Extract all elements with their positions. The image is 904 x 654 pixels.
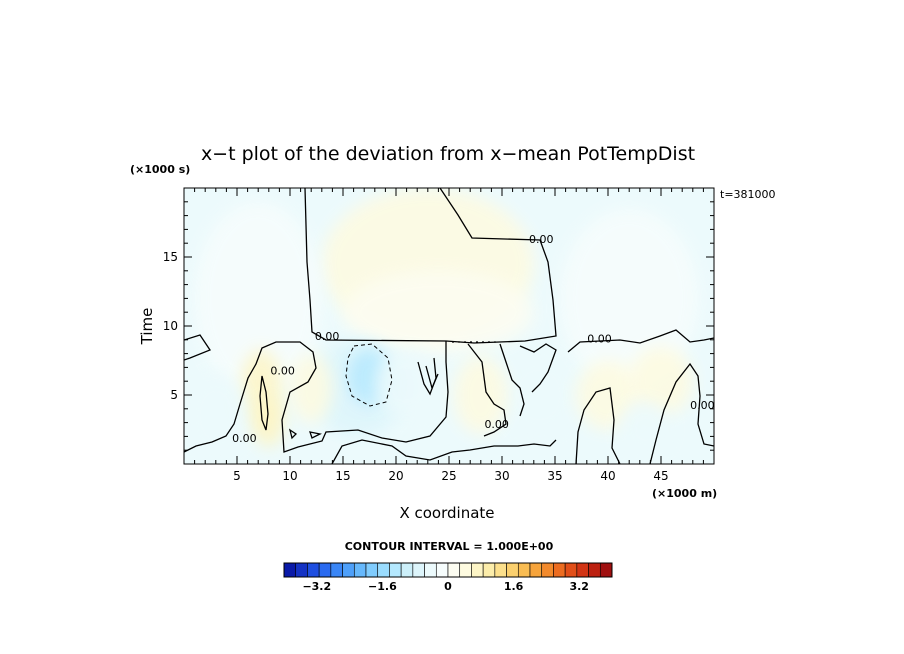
- colorbar-swatch: [564, 562, 578, 578]
- colorbar-swatch: [553, 562, 566, 578]
- x-tick-label: 45: [653, 469, 668, 483]
- contour-label-6: 0.00: [690, 399, 715, 412]
- warm-anomaly-region-13: [629, 346, 693, 416]
- colorbar-swatch: [588, 562, 601, 578]
- warm-anomaly-region-15: [290, 353, 333, 423]
- y-axis-label: Time: [138, 308, 156, 346]
- contour-label-1: 0.00: [529, 233, 554, 246]
- contour-label-3: 0.00: [270, 364, 295, 377]
- colorbar-swatch: [506, 562, 519, 578]
- colorbar-swatch: [517, 562, 531, 578]
- cool-anomaly-region-3: [560, 208, 699, 389]
- colorbar-tick-label: −3.2: [302, 580, 331, 593]
- shaded-regions: [184, 188, 699, 458]
- colorbar-swatch: [307, 562, 320, 578]
- chart-title: x−t plot of the deviation from x−mean Po…: [201, 143, 695, 165]
- zero-contour-wiggle-1: [417, 357, 437, 396]
- colorbar-tick-label: 1.6: [504, 580, 524, 593]
- y-tick-label: 10: [163, 319, 178, 333]
- contour-label-5: 0.00: [232, 432, 257, 445]
- zero-contour-upper: [304, 188, 557, 344]
- zero-contour-wiggle-2: [425, 365, 439, 390]
- colorbar-swatch: [541, 562, 554, 578]
- warm-anomaly-region-12: [576, 360, 640, 430]
- x-axis-label: X coordinate: [399, 504, 494, 522]
- colorbar-swatch: [283, 562, 297, 578]
- warm-anomaly-region-11: [454, 356, 508, 434]
- time-stamp: t=381000: [720, 188, 776, 201]
- colorbar-tick-label: −1.6: [368, 580, 397, 593]
- colorbar-swatch: [576, 562, 589, 578]
- colorbar-swatch: [435, 562, 449, 578]
- y-tick-label: 5: [170, 388, 178, 402]
- x-tick-label: 20: [388, 469, 403, 483]
- x-tick-label: 30: [494, 469, 509, 483]
- colorbar-swatch: [599, 562, 613, 578]
- colorbar-swatch: [424, 562, 437, 578]
- colorbar: −3.2 −1.6 0 1.6 3.2: [283, 562, 613, 593]
- zero-contour-left-trough: [184, 341, 449, 453]
- y-unit-label: (×1000 s): [130, 163, 190, 176]
- x-tick-label: 35: [547, 469, 562, 483]
- colorbar-swatch: [365, 562, 379, 578]
- colorbar-swatch: [389, 562, 402, 578]
- zero-contour-small-2: [309, 431, 322, 439]
- warm-anomaly-region-8: [253, 397, 284, 448]
- cool-anomaly-region-6: [374, 349, 439, 419]
- colorbar-swatch: [482, 562, 496, 578]
- contour-label-2: 0.00: [587, 333, 612, 346]
- colorbar-swatch: [318, 562, 332, 578]
- contour-interval-label: CONTOUR INTERVAL = 1.000E+00: [345, 540, 554, 553]
- colorbar-frame: [283, 562, 613, 578]
- zero-contour-right-arch: [567, 329, 714, 353]
- zero-contour-right-trough: [575, 387, 621, 464]
- contour-label-0: 0.00: [315, 330, 340, 343]
- colorbar-swatch: [459, 562, 472, 578]
- cool-anomaly-region-10: [501, 353, 577, 437]
- negative-contour-dashed: [345, 343, 393, 407]
- x-tick-label: 10: [282, 469, 297, 483]
- plot-area: 0.00 0.00 0.00 0.00 0.00 0.00 0.00 5 10 15 20 25 30…: [163, 187, 715, 483]
- colorbar-swatch: [353, 562, 367, 578]
- colorbar-swatch: [377, 562, 390, 578]
- cool-anomaly-region-9: [184, 374, 248, 458]
- colorbar-swatch: [342, 562, 355, 578]
- cool-anomaly-region-2: [194, 201, 322, 395]
- zero-contour-center-bottom: [331, 439, 557, 464]
- zero-contour-left-loop: [259, 375, 269, 431]
- contour-label-4: 0.00: [484, 418, 509, 431]
- zero-contour-left: [184, 334, 211, 361]
- colorbar-swatch: [494, 562, 507, 578]
- colorbar-swatch: [529, 562, 543, 578]
- colorbar-swatch: [295, 562, 308, 578]
- y-tick-label: 15: [163, 250, 178, 264]
- zero-contour-middle-c: [519, 343, 557, 393]
- contour-label-group: 0.00 0.00 0.00 0.00 0.00 0.00 0.00: [232, 233, 714, 445]
- colorbar-swatch: [400, 562, 414, 578]
- x-tick-label: 5: [233, 469, 241, 483]
- colorbar-swatch: [471, 562, 484, 578]
- axis-ticks: 5 10 15 20 25 30 35 40 45 5 10 15: [163, 188, 714, 483]
- contour-lines: [184, 188, 714, 464]
- cool-anomaly-region-14: [618, 401, 672, 458]
- warm-anomaly-region-1: [343, 270, 534, 354]
- x-tick-label: 25: [441, 469, 456, 483]
- colorbar-swatch: [330, 562, 343, 578]
- zero-contour-middle-b: [499, 343, 525, 417]
- x-tick-label: 40: [600, 469, 615, 483]
- colorbar-tick-label: 3.2: [569, 580, 589, 593]
- colorbar-swatch: [447, 562, 461, 578]
- x-tick-label: 15: [335, 469, 350, 483]
- colorbar-tick-label: 0: [444, 580, 452, 593]
- zero-contour-small-1: [288, 428, 298, 440]
- zero-contour-middle: [467, 343, 507, 437]
- colorbar-swatch: [412, 562, 425, 578]
- zero-contour-right-trough-b: [649, 362, 714, 464]
- x-unit-label: (×1000 m): [652, 487, 717, 500]
